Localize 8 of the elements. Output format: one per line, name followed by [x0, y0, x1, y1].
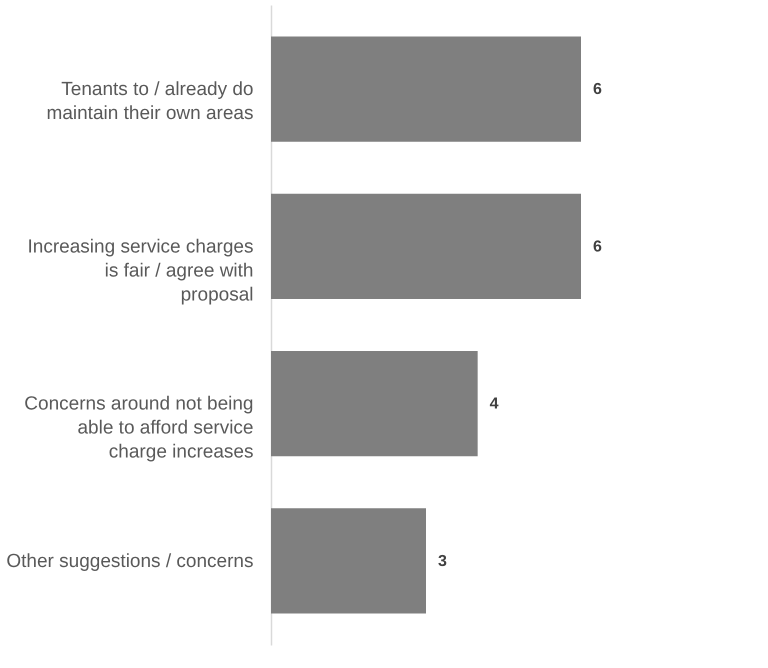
- data-label: 6: [593, 238, 602, 256]
- data-label: 3: [438, 552, 447, 570]
- data-label: 4: [490, 396, 499, 413]
- y-tick-label: Tenants to / already do maintain their own areas: [46, 79, 254, 124]
- data-label: 6: [593, 81, 602, 98]
- y-tick-label: Increasing service charges is fair / agree with proposal: [28, 236, 254, 306]
- y-tick-label: Concerns around not being able to afford service charge increases: [24, 394, 254, 463]
- y-tick-label: Other suggestions / concerns: [6, 550, 254, 572]
